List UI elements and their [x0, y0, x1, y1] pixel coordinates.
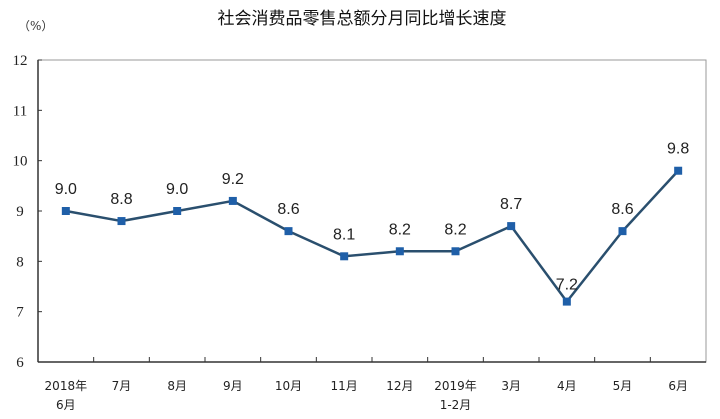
data-label: 8.6	[611, 201, 633, 218]
data-label: 8.6	[277, 201, 299, 218]
data-point-marker	[674, 166, 683, 175]
y-axis-ticks: 6 7 8 9 10 11 12	[13, 53, 42, 371]
y-tick-label: 11	[13, 103, 27, 119]
x-tick-label: 6月	[56, 398, 76, 412]
x-tick-label: 4月	[557, 379, 577, 393]
data-series: 9.0 8.8 9.0 9.2 8.6 8.1 8.2 8.2 8.7 7.2 8.6 9.8	[55, 141, 689, 306]
data-label: 8.1	[333, 226, 355, 243]
data-point-marker	[562, 297, 571, 306]
data-label: 9.2	[222, 171, 244, 188]
data-label: 8.2	[444, 221, 466, 238]
y-tick-label: 9	[16, 204, 24, 220]
y-tick-label: 12	[13, 53, 28, 69]
data-point-marker	[61, 207, 70, 215]
y-tick-label: 6	[16, 355, 24, 371]
series-line	[65, 169, 680, 303]
data-label: 8.2	[389, 221, 411, 238]
y-tick-label: 7	[16, 305, 24, 321]
x-tick-label: 3月	[501, 379, 521, 393]
x-tick-label: 6月	[668, 379, 688, 393]
data-label: 9.0	[55, 181, 77, 198]
x-tick-label: 9月	[223, 379, 243, 393]
x-tick-label: 8月	[167, 379, 187, 393]
data-label: 9.0	[166, 181, 188, 198]
x-tick-label: 2019年	[434, 379, 477, 393]
x-tick-label: 5月	[613, 379, 633, 393]
data-label: 8.8	[110, 191, 132, 208]
data-point-marker	[618, 227, 627, 236]
data-point-marker	[173, 207, 182, 215]
data-point-marker	[395, 247, 404, 256]
data-point-marker	[451, 247, 460, 256]
plot-frame	[37, 59, 707, 363]
data-label: 7.2	[556, 277, 578, 294]
data-point-marker	[117, 217, 126, 226]
data-point-marker	[228, 196, 237, 205]
data-point-marker	[340, 252, 349, 261]
data-point-marker	[284, 227, 293, 236]
data-point-marker	[507, 222, 516, 231]
x-tick-label: 10月	[275, 379, 302, 393]
y-axis-unit: （%）	[18, 19, 53, 33]
chart-title: 社会消费品零售总额分月同比增长速度	[218, 9, 507, 29]
data-label: 8.7	[500, 196, 522, 213]
x-tick-label: 11月	[331, 379, 358, 393]
data-label: 9.8	[667, 141, 689, 158]
x-tick-label: 12月	[386, 379, 413, 393]
x-axis-ticks: 2018年 6月 7月 8月 9月 10月 11月 12月 2019年 1-2月 3月 4月 5月 6月	[45, 357, 688, 412]
y-tick-label: 8	[16, 254, 24, 270]
x-tick-label: 2018年	[45, 379, 88, 393]
x-tick-label: 7月	[112, 379, 132, 393]
y-tick-label: 10	[13, 154, 28, 170]
x-tick-label: 1-2月	[440, 398, 472, 412]
